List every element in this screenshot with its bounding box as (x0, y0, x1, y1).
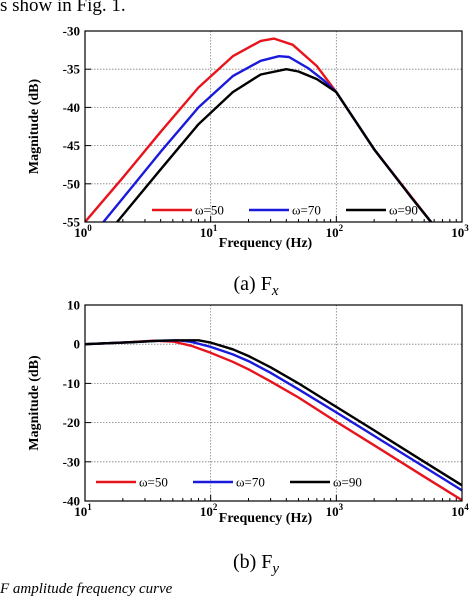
tick-exponent: 1 (213, 223, 218, 233)
x-tick-label: 103 (451, 223, 469, 240)
legend: ω=50 ω=70 ω=90 (96, 475, 362, 490)
y-tick-label: -50 (63, 176, 80, 191)
tick-exponent: 4 (464, 502, 469, 512)
chart-caption: (b) Fy (233, 551, 279, 577)
caption-main: (b) F (233, 551, 272, 573)
y-tick-label: -10 (63, 376, 80, 391)
chart-caption: (a) Fx (234, 273, 279, 299)
y-tick-label: -30 (63, 24, 80, 39)
tick-base: 10 (326, 225, 339, 240)
x-tick-label: 101 (74, 502, 92, 519)
y-axis-title: Magnitude (dB) (27, 355, 42, 451)
x-axis-title: Frequency (Hz) (219, 511, 313, 526)
y-tick-label: 0 (74, 337, 81, 352)
y-tick-label: -30 (63, 454, 80, 469)
y-tick-label: -40 (63, 494, 80, 509)
y-tick-label: 10 (67, 298, 80, 313)
y-axis-title: Magnitude (dB) (27, 79, 42, 175)
tick-exponent: 3 (464, 223, 469, 233)
tick-base: 10 (451, 225, 464, 240)
plot-frame (84, 304, 463, 502)
x-tick-label: 102 (200, 502, 218, 519)
tick-exponent: 3 (339, 502, 344, 512)
x-tick-label: 104 (451, 502, 469, 519)
tick-base: 10 (326, 504, 339, 519)
x-tick-label: 101 (200, 223, 218, 240)
legend-label: ω=90 (333, 475, 362, 490)
legend-label: ω=50 (195, 203, 224, 218)
tick-base: 10 (74, 504, 87, 519)
legend-label: ω=70 (292, 203, 321, 218)
tick-exponent: 2 (339, 223, 344, 233)
plot-frame (84, 30, 463, 223)
tick-base: 10 (200, 504, 213, 519)
legend: ω=50 ω=70 ω=90 (152, 203, 418, 218)
caption-subscript: y (270, 561, 279, 577)
y-tick-label: -45 (63, 138, 81, 153)
legend-label: ω=70 (236, 475, 265, 490)
x-tick-label: 100 (74, 223, 92, 240)
y-tick-label: -20 (63, 415, 80, 430)
tick-base: 10 (74, 225, 87, 240)
tick-exponent: 0 (87, 223, 92, 233)
series-line-ω=90 (116, 68, 433, 222)
y-tick-label: -55 (63, 215, 81, 230)
x-tick-label: 103 (326, 502, 344, 519)
tick-base: 10 (451, 504, 464, 519)
x-axis-title: Frequency (Hz) (219, 236, 313, 251)
tick-exponent: 2 (213, 502, 218, 512)
x-tick-label: 102 (326, 223, 344, 240)
y-tick-label: -35 (63, 62, 81, 77)
text-fragment-top: s show in Fig. 1. (0, 0, 126, 16)
tick-exponent: 1 (87, 502, 92, 512)
series-line-ω=90 (85, 339, 462, 487)
legend-label: ω=90 (389, 203, 418, 218)
text-fragment-bottom: F amplitude frequency curve (0, 581, 173, 597)
y-tick-label: -40 (63, 100, 80, 115)
series-line-ω=70 (85, 339, 462, 492)
caption-subscript: x (271, 283, 279, 299)
caption-main: (a) F (234, 273, 272, 295)
legend-label: ω=50 (139, 475, 168, 490)
tick-base: 10 (200, 225, 213, 240)
